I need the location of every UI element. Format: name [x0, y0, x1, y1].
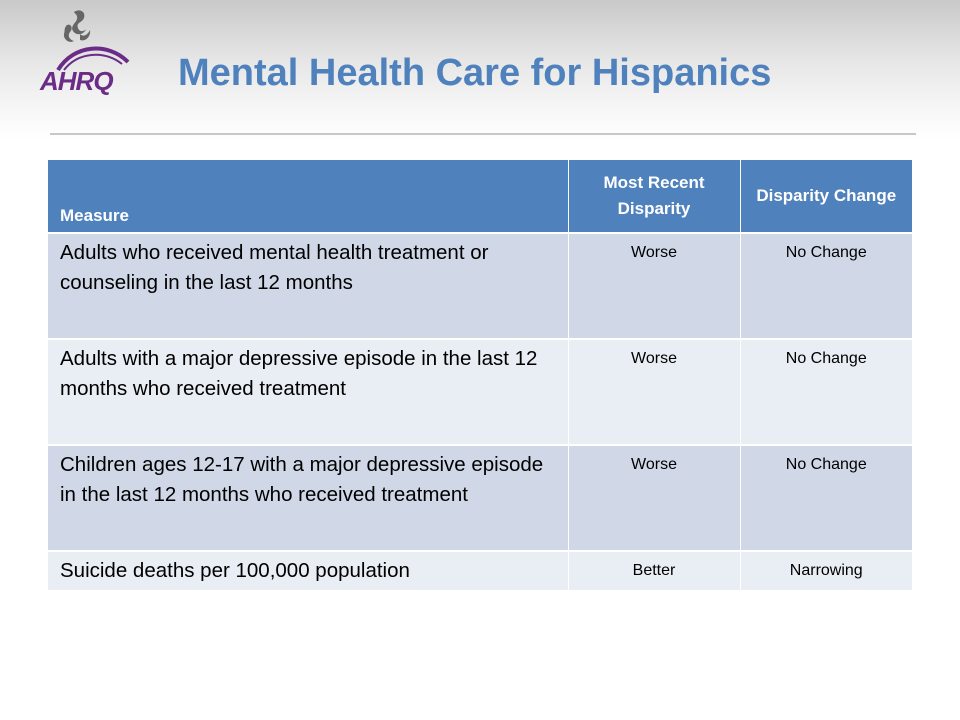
column-header-disparity-change: Disparity Change: [740, 160, 912, 234]
measure-cell: Children ages 12-17 with a major depress…: [48, 445, 569, 552]
title-divider: [50, 133, 916, 135]
table-row: Adults with a major depressive episode i…: [48, 339, 912, 446]
measure-cell: Adults with a major depressive episode i…: [48, 339, 569, 446]
column-header-measure: Measure: [48, 160, 569, 234]
recent-disparity-cell: Worse: [568, 445, 741, 552]
disparity-change-cell: No Change: [740, 445, 912, 552]
disparity-change-cell: No Change: [740, 233, 912, 340]
recent-disparity-cell: Worse: [568, 233, 741, 340]
page-title: Mental Health Care for Hispanics: [178, 52, 772, 94]
measure-cell: Adults who received mental health treatm…: [48, 233, 569, 340]
ahrq-logo: AHRQ: [36, 4, 140, 96]
table-row: Suicide deaths per 100,000 population Be…: [48, 551, 912, 592]
disparity-change-cell: Narrowing: [740, 551, 912, 592]
recent-disparity-cell: Worse: [568, 339, 741, 446]
measure-cell: Suicide deaths per 100,000 population: [48, 551, 569, 592]
disparity-change-cell: No Change: [740, 339, 912, 446]
table-row: Children ages 12-17 with a major depress…: [48, 445, 912, 552]
recent-disparity-cell: Better: [568, 551, 741, 592]
table-header-row: Measure Most Recent Disparity Disparity …: [48, 160, 912, 234]
disparity-table: Measure Most Recent Disparity Disparity …: [48, 160, 912, 592]
column-header-recent-disparity: Most Recent Disparity: [568, 160, 741, 234]
logo-lettering: AHRQ: [39, 66, 113, 96]
table-row: Adults who received mental health treatm…: [48, 233, 912, 340]
hhs-eagle-icon: AHRQ: [39, 10, 130, 96]
